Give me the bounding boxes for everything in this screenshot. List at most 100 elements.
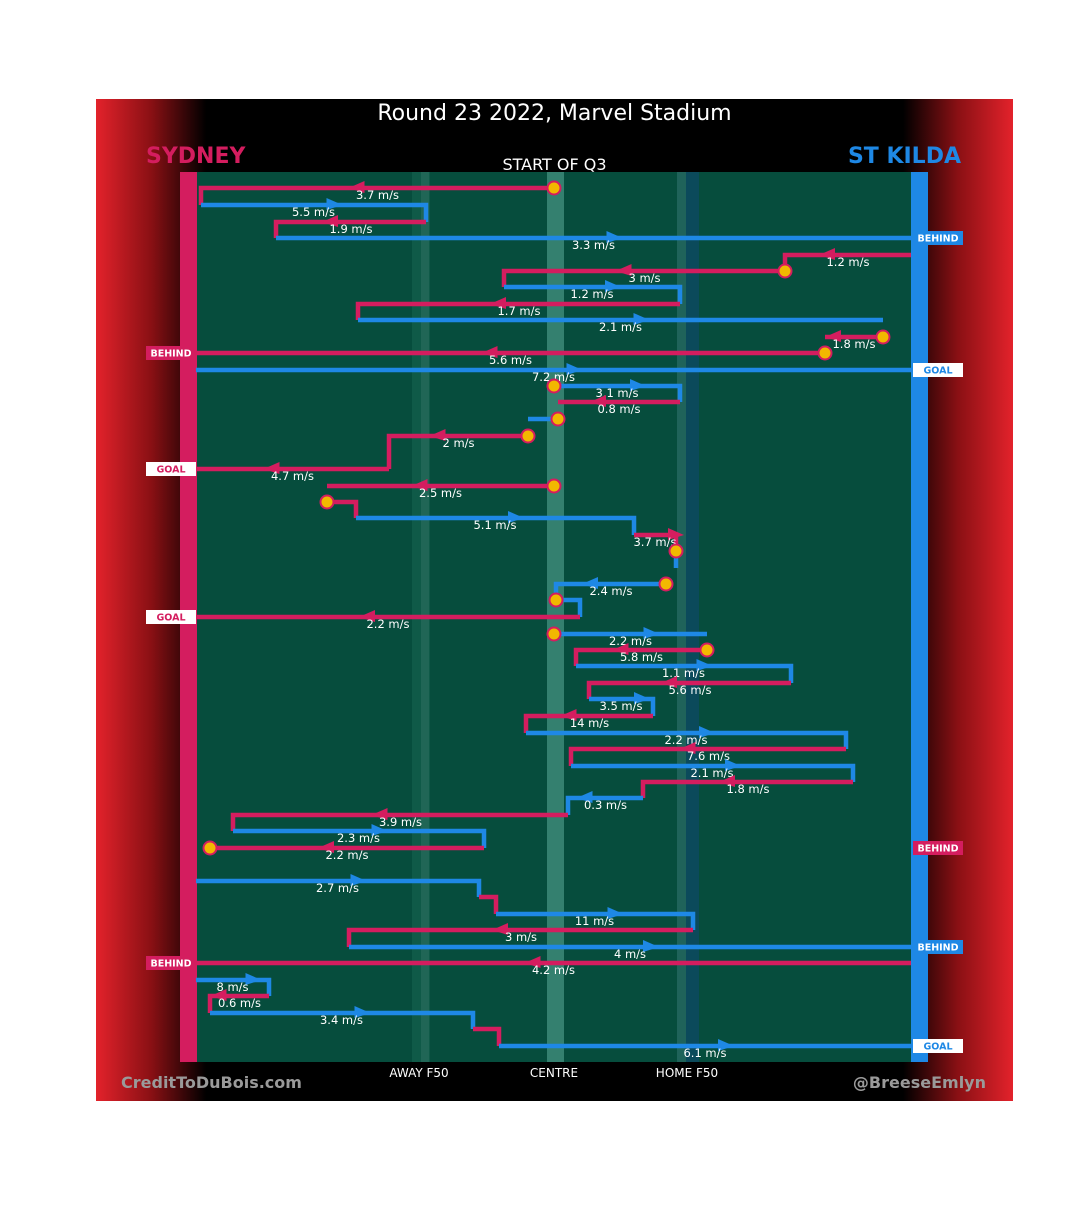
possession-segment bbox=[568, 746, 846, 766]
direction-arrow bbox=[819, 248, 835, 260]
axis-label-away: AWAY F50 bbox=[389, 1066, 449, 1080]
direction-arrow bbox=[322, 215, 338, 227]
direction-arrow bbox=[576, 791, 593, 803]
possession-segment bbox=[554, 383, 683, 402]
possession-segment bbox=[640, 779, 853, 798]
speed-label: 2.3 m/s bbox=[337, 831, 380, 845]
speed-label: 1.1 m/s bbox=[662, 666, 705, 680]
team-right-label: ST KILDA bbox=[847, 144, 961, 169]
direction-arrow bbox=[566, 363, 583, 375]
possession-segment bbox=[210, 1010, 476, 1029]
direction-arrow bbox=[359, 610, 375, 622]
direction-arrow bbox=[725, 759, 741, 771]
possession-segment bbox=[479, 894, 499, 914]
speed-label: 3.1 m/s bbox=[595, 386, 638, 400]
speed-label: 4.7 m/s bbox=[271, 469, 314, 483]
direction-arrow bbox=[411, 479, 428, 491]
team-left-label: SYDNEY bbox=[146, 144, 246, 169]
direction-arrow bbox=[326, 198, 343, 210]
possession-segment bbox=[198, 185, 554, 205]
direction-arrow bbox=[607, 907, 624, 919]
stoppage-marker bbox=[202, 840, 218, 856]
direction-arrow bbox=[643, 940, 659, 952]
speed-label: 3.7 m/s bbox=[633, 535, 676, 549]
stoppage-marker bbox=[668, 543, 684, 559]
speed-label: 4.2 m/s bbox=[532, 963, 575, 977]
chart-title: Round 23 2022, Marvel Stadium bbox=[377, 101, 732, 126]
direction-arrow bbox=[350, 874, 367, 886]
stoppage-marker bbox=[875, 329, 891, 345]
score-event-box bbox=[913, 363, 963, 377]
possession-segment bbox=[386, 433, 528, 469]
score-event-label: GOAL bbox=[923, 366, 952, 377]
axis-label-centre: CENTRE bbox=[529, 1066, 579, 1080]
speed-label: 5.1 m/s bbox=[473, 518, 516, 532]
score-event-box bbox=[913, 231, 963, 245]
possession-segment bbox=[571, 763, 856, 782]
score-event-label: BEHIND bbox=[917, 943, 958, 954]
possession-segment bbox=[207, 993, 269, 1013]
stoppage-marker bbox=[548, 592, 564, 608]
credit-right: @BreeseEmlyn bbox=[852, 1073, 986, 1092]
speed-label: 5.5 m/s bbox=[292, 205, 335, 219]
speed-label: 2.4 m/s bbox=[589, 584, 632, 598]
possession-segment bbox=[356, 515, 637, 535]
speed-label: 7.6 m/s bbox=[687, 749, 730, 763]
possession-segment bbox=[556, 597, 583, 617]
possession-segment bbox=[576, 663, 794, 683]
direction-arrow bbox=[612, 643, 629, 655]
score-event-label: BEHIND bbox=[150, 349, 191, 360]
stoppage-marker bbox=[546, 180, 562, 196]
direction-arrow bbox=[524, 956, 541, 968]
direction-arrow bbox=[615, 264, 632, 276]
speed-label: 5.8 m/s bbox=[620, 650, 663, 664]
direction-arrow bbox=[634, 692, 650, 704]
axis-label-home: HOME F50 bbox=[655, 1066, 719, 1080]
speed-label: 3.7 m/s bbox=[356, 188, 399, 202]
speed-label: 4 m/s bbox=[614, 947, 646, 961]
direction-arrow bbox=[582, 577, 598, 589]
direction-arrow bbox=[605, 280, 621, 292]
speed-label: 3.9 m/s bbox=[379, 815, 422, 829]
speed-label: 1.2 m/s bbox=[570, 287, 613, 301]
direction-arrow bbox=[210, 989, 227, 1001]
possession-segment bbox=[501, 268, 785, 287]
score-event-box bbox=[913, 1039, 963, 1053]
speed-label: 2.1 m/s bbox=[599, 320, 642, 334]
stkilda-end-bar bbox=[911, 172, 928, 1062]
direction-arrow bbox=[354, 1006, 371, 1018]
stoppage-marker bbox=[699, 642, 715, 658]
speed-label: 5.6 m/s bbox=[489, 353, 532, 367]
direction-arrow bbox=[481, 346, 498, 358]
direction-arrow bbox=[825, 330, 841, 342]
score-event-label: BEHIND bbox=[917, 234, 958, 245]
score-event-box bbox=[146, 610, 196, 624]
score-event-label: BEHIND bbox=[150, 959, 191, 970]
direction-arrow bbox=[590, 395, 606, 407]
speed-label: 3.5 m/s bbox=[599, 699, 642, 713]
possession-segment bbox=[346, 927, 693, 947]
possession-segment bbox=[327, 499, 359, 518]
period-label: START OF Q3 bbox=[502, 155, 607, 174]
chart-frame: Round 23 2022, Marvel Stadium SYDNEY ST … bbox=[96, 99, 1013, 1101]
possession-segment bbox=[196, 977, 272, 996]
stoppage-marker bbox=[777, 263, 793, 279]
speed-label: 1.2 m/s bbox=[826, 255, 869, 269]
possession-segment bbox=[230, 812, 568, 831]
home-f50-line bbox=[677, 172, 686, 1062]
speed-label: 11 m/s bbox=[575, 914, 614, 928]
stoppage-marker bbox=[658, 576, 674, 592]
direction-arrow bbox=[679, 742, 696, 754]
speed-label: 3.4 m/s bbox=[320, 1013, 363, 1027]
speed-label: 0.6 m/s bbox=[218, 996, 261, 1010]
direction-arrow bbox=[696, 659, 713, 671]
direction-arrow bbox=[429, 429, 446, 441]
possession-segment bbox=[504, 284, 683, 304]
speed-label: 1.7 m/s bbox=[497, 304, 540, 318]
speed-label: 0.8 m/s bbox=[597, 402, 640, 416]
direction-arrow bbox=[492, 923, 508, 935]
score-event-box bbox=[913, 940, 963, 954]
direction-arrow bbox=[371, 808, 388, 820]
credit-left: CreditToDuBois.com bbox=[121, 1073, 302, 1092]
stoppage-marker bbox=[546, 626, 562, 642]
